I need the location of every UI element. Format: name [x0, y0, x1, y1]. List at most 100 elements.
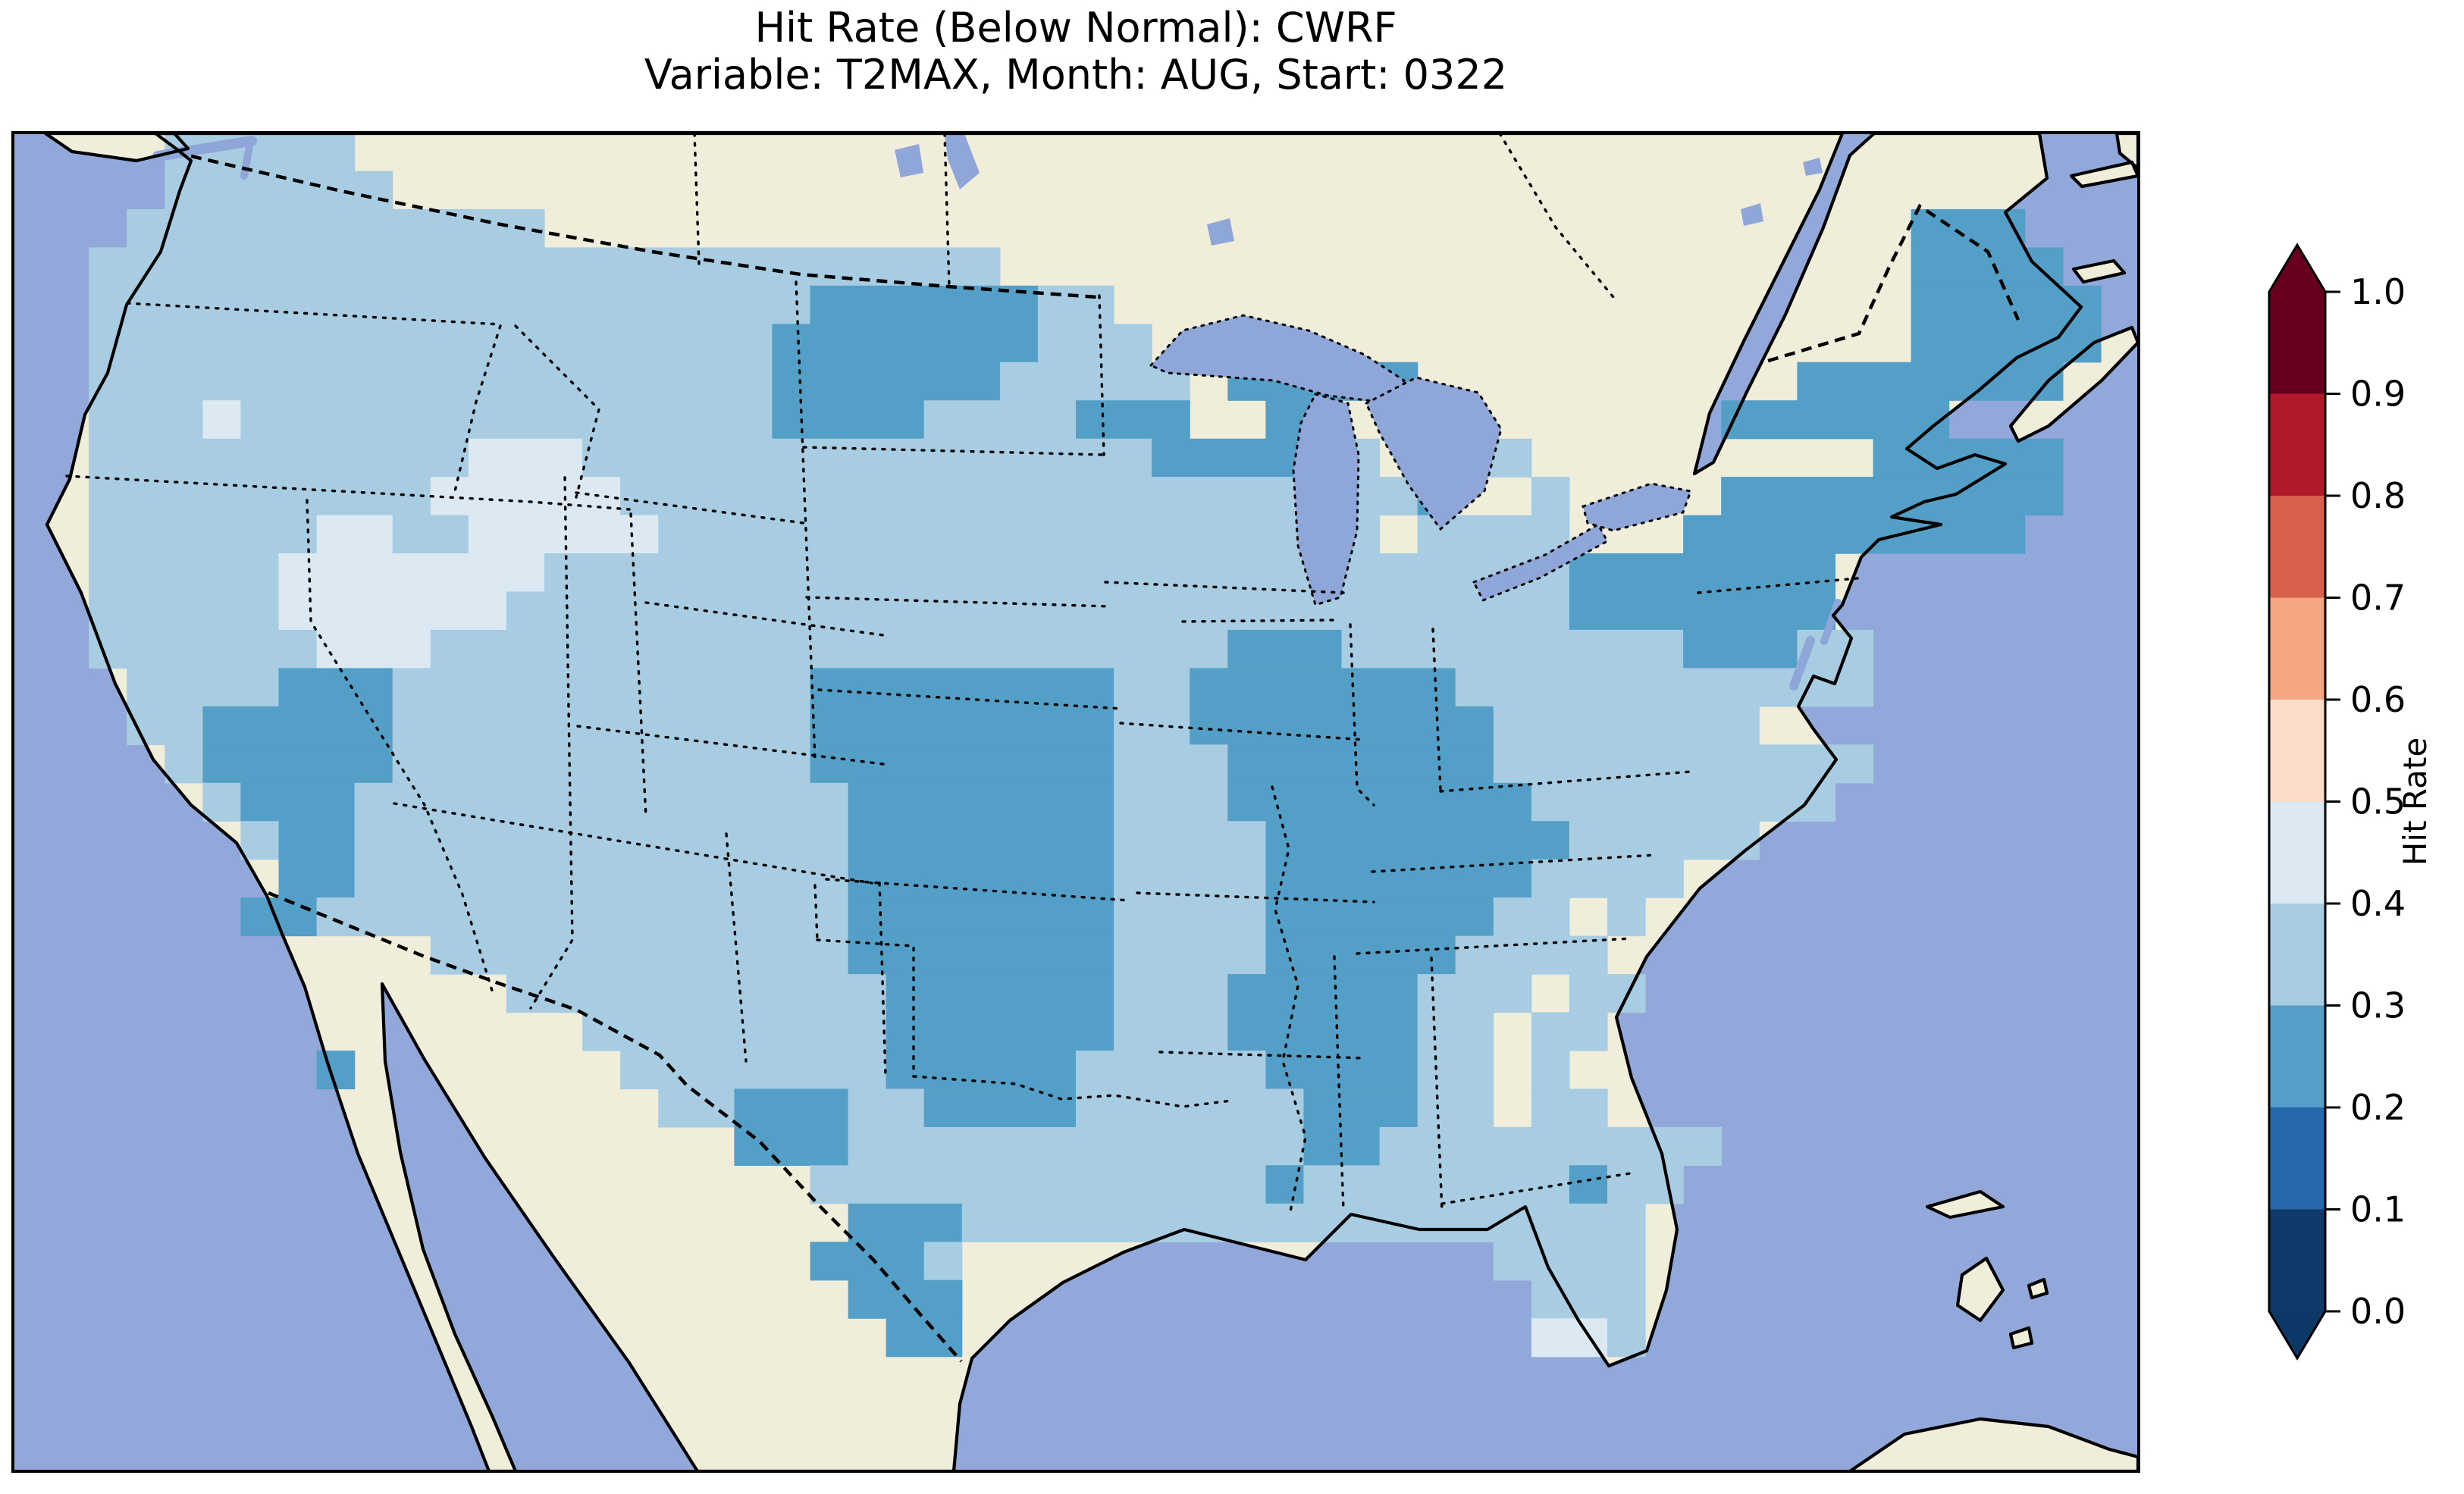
grid-cell	[886, 1012, 1114, 1051]
lake	[945, 133, 980, 189]
state-border	[629, 512, 647, 819]
land	[2117, 133, 2138, 168]
grid-cell	[1114, 1012, 1228, 1051]
grid-cell	[1569, 553, 1835, 593]
national-border	[1767, 203, 2020, 363]
grid-cell	[278, 859, 356, 898]
coastline	[1955, 1256, 2005, 1323]
grid-cell	[1265, 935, 1456, 975]
colorbar-segment	[2269, 801, 2325, 904]
lake	[1365, 376, 1503, 531]
grid-cell	[848, 859, 1114, 898]
state-border	[912, 1075, 1233, 1108]
grid-cell	[1227, 629, 1343, 669]
lake	[895, 144, 923, 177]
state-border	[1136, 891, 1375, 904]
grid-cell	[127, 706, 203, 745]
grid-cell	[1114, 782, 1228, 822]
grid-cell	[923, 1242, 963, 1281]
colorbar-tick-label: 1.0	[2350, 271, 2406, 312]
colorbar-segment	[2269, 393, 2325, 496]
grid-cell	[1379, 1126, 1722, 1166]
grid-cell	[127, 668, 280, 707]
colorbar-tick-label: 0.4	[2350, 883, 2406, 924]
grid-cell	[240, 400, 773, 440]
state-border	[1119, 722, 1366, 741]
hit-rate-grid	[89, 133, 2102, 1358]
grid-cell	[658, 1088, 735, 1128]
coastline	[2008, 1326, 2034, 1350]
colorbar-segment	[2269, 597, 2325, 700]
lake	[1582, 482, 1693, 532]
grid-cell	[1493, 897, 1570, 937]
grid-cell	[810, 1165, 1266, 1204]
grid-cell	[1114, 668, 1190, 707]
land	[2011, 327, 2138, 441]
grid-cell	[392, 515, 469, 554]
colorbar-tick-label: 0.6	[2350, 679, 2406, 720]
grid-cell	[316, 515, 393, 554]
grid-cell	[1911, 285, 2102, 324]
grid-cell	[961, 1203, 1646, 1242]
grid-cell	[1227, 974, 1419, 1013]
state-border	[575, 491, 805, 525]
grid-cell	[1569, 821, 1760, 860]
grid-cell	[1531, 859, 1684, 898]
grid-cell	[810, 744, 1114, 784]
state-border	[725, 832, 748, 1063]
grid-cell	[1531, 1051, 1570, 1090]
state-border	[126, 302, 502, 326]
grid-cell	[1683, 515, 2026, 554]
grid-cell	[89, 400, 203, 440]
grid-cell	[89, 553, 280, 593]
grid-cell	[316, 629, 431, 669]
land	[2071, 162, 2138, 186]
grid-cell	[430, 477, 621, 516]
grid-cell	[1037, 285, 1114, 324]
grid-cell	[734, 1126, 849, 1166]
coastline	[45, 133, 2083, 1471]
grid-cell	[1607, 897, 1646, 937]
grid-cell	[772, 400, 925, 440]
colorbar-tick-label: 0.3	[2350, 985, 2406, 1026]
grid-cell	[1076, 1088, 1304, 1128]
state-border	[1697, 576, 1867, 594]
grid-cell	[1569, 591, 1835, 631]
grid-cell	[620, 1051, 887, 1090]
state-border	[1104, 581, 1345, 594]
grid-cell	[1721, 400, 1950, 440]
grid-cell	[392, 744, 811, 784]
land	[2074, 261, 2124, 282]
grid-cell	[1531, 782, 1836, 822]
chart-title: Hit Rate (Below Normal): CWRF	[754, 4, 1397, 52]
state-border	[1098, 294, 1105, 456]
grid-cell	[392, 706, 811, 745]
state-border	[576, 725, 885, 766]
grid-cell	[886, 974, 1114, 1013]
grid-cell	[1531, 477, 1570, 516]
waterway	[1789, 636, 1815, 691]
grid-cell	[848, 897, 1114, 937]
grid-cell	[202, 744, 393, 784]
grid-cell	[886, 1318, 963, 1358]
grid-cell	[1531, 1318, 1608, 1358]
colorbar: 1.0 0.9 0.8 0.7 0.6 0.5 0.4 0.3 0.2 0.1 0.0 Hit Rat…	[2268, 243, 2434, 1361]
state-border	[817, 688, 1124, 710]
grid-cell	[1417, 1088, 1494, 1128]
colorbar-segment	[2269, 904, 2325, 1006]
grid-cell	[354, 782, 849, 822]
state-border	[1271, 785, 1307, 1213]
state-border	[878, 882, 887, 1078]
grid-cell	[1303, 1165, 1570, 1204]
grid-cell	[1417, 1012, 1494, 1051]
grid-cell	[1265, 897, 1494, 937]
grid-cell	[202, 400, 242, 440]
grid-cell	[1531, 1088, 1608, 1128]
grid-cell	[1493, 1242, 1646, 1281]
grid-cell	[582, 438, 1152, 478]
state-border	[1430, 957, 1444, 1213]
state-border	[1371, 853, 1656, 873]
grid-cell	[354, 859, 849, 898]
grid-cell	[582, 1012, 887, 1051]
